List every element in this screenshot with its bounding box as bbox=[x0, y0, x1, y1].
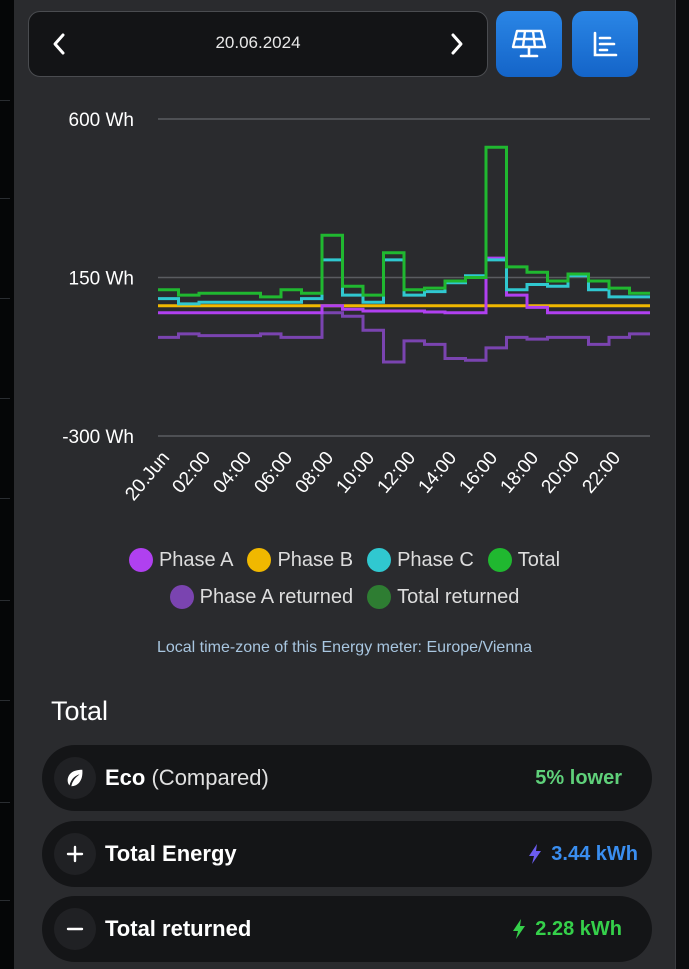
eco-value-text: 5% lower bbox=[535, 767, 622, 789]
total-energy-title: Total Energy bbox=[105, 841, 237, 866]
x-tick-label: 02:00 bbox=[168, 448, 215, 498]
legend-label: Phase A returned bbox=[199, 585, 354, 608]
series-line-total bbox=[158, 145, 650, 299]
legend-phase-a-returned[interactable]: Phase A returned bbox=[169, 583, 354, 611]
eco-icon-circle bbox=[54, 757, 96, 799]
x-axis: 20.Jun02:0004:0006:0008:0010:0012:0014:0… bbox=[121, 448, 625, 505]
x-tick-label: 10:00 bbox=[332, 448, 379, 498]
total-returned-title: Total returned bbox=[105, 916, 252, 941]
date-navigator: 20.06.2024 bbox=[28, 11, 488, 77]
x-tick-label: 12:00 bbox=[373, 448, 420, 498]
x-tick-label: 20:00 bbox=[537, 448, 584, 498]
next-day-button[interactable] bbox=[427, 12, 487, 76]
total-energy-row[interactable]: Total Energy 3.44 kWh bbox=[42, 821, 652, 887]
eco-row[interactable]: Eco (Compared) 5% lower bbox=[42, 745, 652, 811]
leaf-icon bbox=[67, 769, 83, 787]
chevron-right-icon bbox=[451, 33, 463, 55]
series-line-phase-a bbox=[158, 256, 650, 315]
eco-subtitle: (Compared) bbox=[151, 765, 269, 790]
window-edge-right bbox=[676, 0, 689, 969]
x-tick-label: 06:00 bbox=[250, 448, 297, 498]
total-returned-row[interactable]: Total returned 2.28 kWh bbox=[42, 896, 652, 962]
total-returned-swatch bbox=[367, 585, 392, 609]
legend-phase-a[interactable]: Phase A bbox=[128, 546, 234, 574]
y-tick-label: 600 Wh bbox=[69, 110, 134, 131]
legend-label: Total bbox=[517, 548, 561, 571]
chart-view-button[interactable] bbox=[572, 11, 638, 77]
x-tick-label: 16:00 bbox=[455, 448, 502, 498]
legend-row-1: Phase A Phase B Phase C Total bbox=[14, 546, 675, 574]
y-tick-label: 150 Wh bbox=[69, 269, 134, 290]
current-date[interactable]: 20.06.2024 bbox=[215, 33, 301, 52]
plus-icon bbox=[66, 845, 84, 863]
timezone-note: Local time-zone of this Energy meter: Eu… bbox=[156, 639, 533, 656]
phase-a-returned-swatch bbox=[169, 585, 194, 609]
x-tick-label: 14:00 bbox=[414, 448, 461, 498]
energy-icon-circle bbox=[54, 833, 96, 875]
phase-a-swatch bbox=[128, 548, 153, 572]
x-tick-label: 08:00 bbox=[291, 448, 338, 498]
total-returned-label: Total returned bbox=[105, 896, 251, 962]
legend-phase-c[interactable]: Phase C bbox=[367, 546, 474, 574]
series-line-phase-a-returned bbox=[158, 311, 650, 364]
solar-panel-icon bbox=[511, 29, 547, 58]
legend-label: Total returned bbox=[397, 585, 520, 608]
x-tick-label: 22:00 bbox=[578, 448, 625, 498]
total-returned-value-text: 2.28 kWh bbox=[535, 918, 622, 940]
minus-icon bbox=[66, 927, 84, 931]
y-tick-label: -300 Wh bbox=[62, 427, 134, 448]
total-energy-value: 3.44 kWh bbox=[527, 821, 638, 887]
phase-b-swatch bbox=[247, 548, 272, 572]
returned-icon-circle bbox=[54, 908, 96, 950]
eco-value: 5% lower bbox=[535, 745, 622, 811]
total-energy-label: Total Energy bbox=[105, 821, 237, 887]
x-tick-label: 20.Jun bbox=[121, 448, 174, 505]
y-axis: 600 Wh 150 Wh -300 Wh bbox=[62, 110, 134, 448]
phase-c-swatch bbox=[367, 548, 392, 572]
legend-label: Phase A bbox=[158, 548, 234, 571]
x-tick-label: 04:00 bbox=[209, 448, 256, 498]
series-line-phase-c bbox=[158, 258, 650, 306]
legend-row-2: Phase A returned Total returned bbox=[14, 583, 675, 611]
x-tick-label: 18:00 bbox=[496, 448, 543, 498]
legend-label: Phase B bbox=[277, 548, 354, 571]
section-title: Total bbox=[51, 696, 109, 726]
eco-title: Eco bbox=[105, 765, 146, 790]
legend-total-returned[interactable]: Total returned bbox=[367, 583, 519, 611]
legend-phase-b[interactable]: Phase B bbox=[247, 546, 353, 574]
total-swatch bbox=[487, 548, 512, 572]
bolt-icon bbox=[513, 919, 526, 939]
window-edge bbox=[0, 0, 15, 969]
energy-chart: 600 Wh 150 Wh -300 Wh 20.Jun02:0004:0006:0… bbox=[62, 110, 650, 505]
chevron-left-icon bbox=[53, 33, 65, 55]
total-energy-value-text: 3.44 kWh bbox=[551, 843, 638, 865]
previous-day-button[interactable] bbox=[29, 12, 89, 76]
bolt-icon bbox=[529, 844, 542, 864]
eco-label: Eco (Compared) bbox=[105, 745, 269, 811]
legend-total[interactable]: Total bbox=[487, 546, 561, 574]
chart-list-icon bbox=[593, 31, 618, 57]
solar-view-button[interactable] bbox=[496, 11, 562, 77]
total-returned-value: 2.28 kWh bbox=[511, 896, 622, 962]
chart-series bbox=[158, 145, 650, 364]
legend-label: Phase C bbox=[397, 548, 474, 571]
